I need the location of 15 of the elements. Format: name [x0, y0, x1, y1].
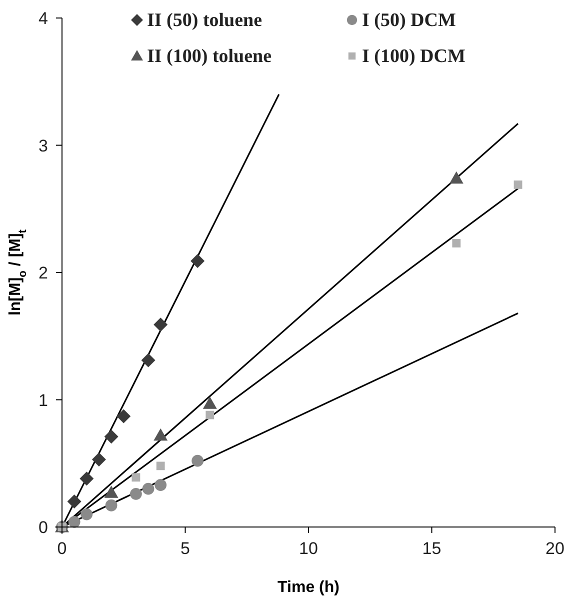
legend-label: II (100) toluene: [147, 46, 272, 67]
y-tick-label: 4: [38, 9, 48, 28]
legend-label: II (50) toluene: [147, 10, 262, 31]
x-tick-label: 10: [299, 539, 318, 558]
y-tick-label: 1: [38, 390, 48, 410]
x-tick-label: 5: [180, 539, 190, 558]
legend-label: I (50) DCM: [362, 10, 456, 31]
y-tick-label: 0: [38, 518, 48, 537]
x-tick-label: 20: [546, 539, 564, 558]
y-tick-label: 3: [38, 136, 48, 156]
x-tick-label: 15: [422, 539, 442, 558]
y-tick-label: 2: [38, 264, 48, 282]
x-tick-label: 0: [57, 539, 67, 558]
x-axis-title: Time (h): [278, 579, 340, 596]
legend-label: I (100) DCM: [362, 46, 466, 67]
